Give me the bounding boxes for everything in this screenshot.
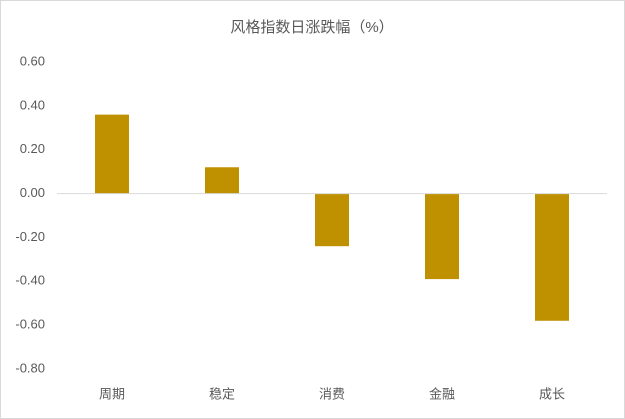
- y-tick-label: 0.00: [20, 185, 45, 200]
- y-tick-label: 0.40: [20, 97, 45, 112]
- x-tick-label: 周期: [99, 386, 125, 401]
- x-tick-label: 金融: [429, 386, 455, 401]
- y-tick-label: -0.60: [15, 317, 45, 332]
- y-tick-label: 0.60: [20, 53, 45, 68]
- bar: [425, 193, 459, 280]
- x-tick-label: 稳定: [209, 386, 235, 401]
- bar: [95, 114, 129, 194]
- bar: [535, 193, 569, 321]
- y-tick-label: 0.20: [20, 141, 45, 156]
- y-tick-label: -0.40: [15, 273, 45, 288]
- bar: [205, 167, 239, 194]
- x-tick-label: 成长: [539, 386, 565, 401]
- bar: [315, 193, 349, 247]
- y-tick-label: -0.80: [15, 360, 45, 375]
- chart-title: 风格指数日涨跌幅（%）: [230, 19, 393, 36]
- x-tick-label: 消费: [319, 386, 345, 401]
- y-tick-label: -0.20: [15, 229, 45, 244]
